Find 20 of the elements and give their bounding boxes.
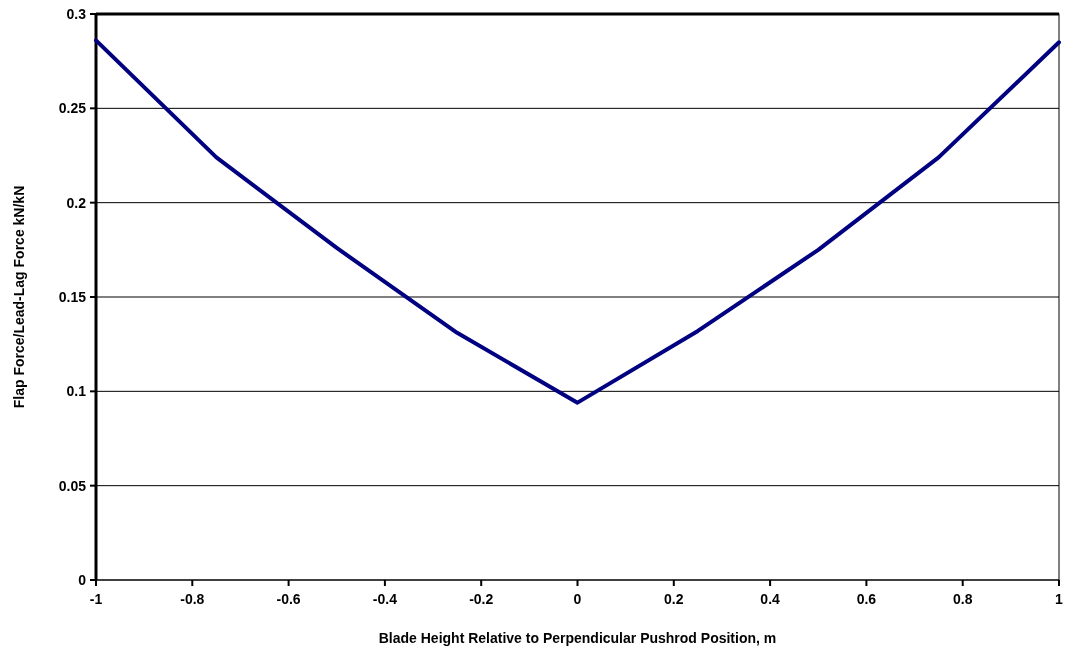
y-tick-label: 0.25 [58, 100, 87, 117]
x-tick-label: 0 [573, 591, 582, 607]
x-tick-label: 0.6 [856, 591, 877, 607]
x-tick-label: 1 [1055, 591, 1064, 607]
y-tick-label: 0.05 [58, 477, 87, 494]
y-tick-label: 0.3 [66, 5, 87, 22]
x-axis-title: Blade Height Relative to Perpendicular Pushrod Position, m [378, 630, 777, 646]
y-axis-title: Flap Force/Lead-Lag Force kN/kN [11, 185, 27, 409]
x-tick-label: -0.8 [180, 591, 205, 607]
x-tick-label: 0.2 [664, 591, 684, 607]
x-tick-label: 0.8 [952, 591, 973, 607]
x-tick-label: -0.2 [469, 591, 494, 607]
x-tick-label: -0.6 [276, 591, 301, 607]
x-tick-label: -1 [89, 591, 103, 607]
x-tick-label: 0.4 [760, 591, 781, 607]
y-tick-label: 0.15 [58, 288, 87, 305]
y-tick-label: 0.1 [66, 383, 87, 400]
x-tick-label: -0.4 [372, 591, 398, 607]
y-tick-label: 0.2 [66, 194, 87, 211]
y-tick-label: 0 [78, 571, 87, 588]
